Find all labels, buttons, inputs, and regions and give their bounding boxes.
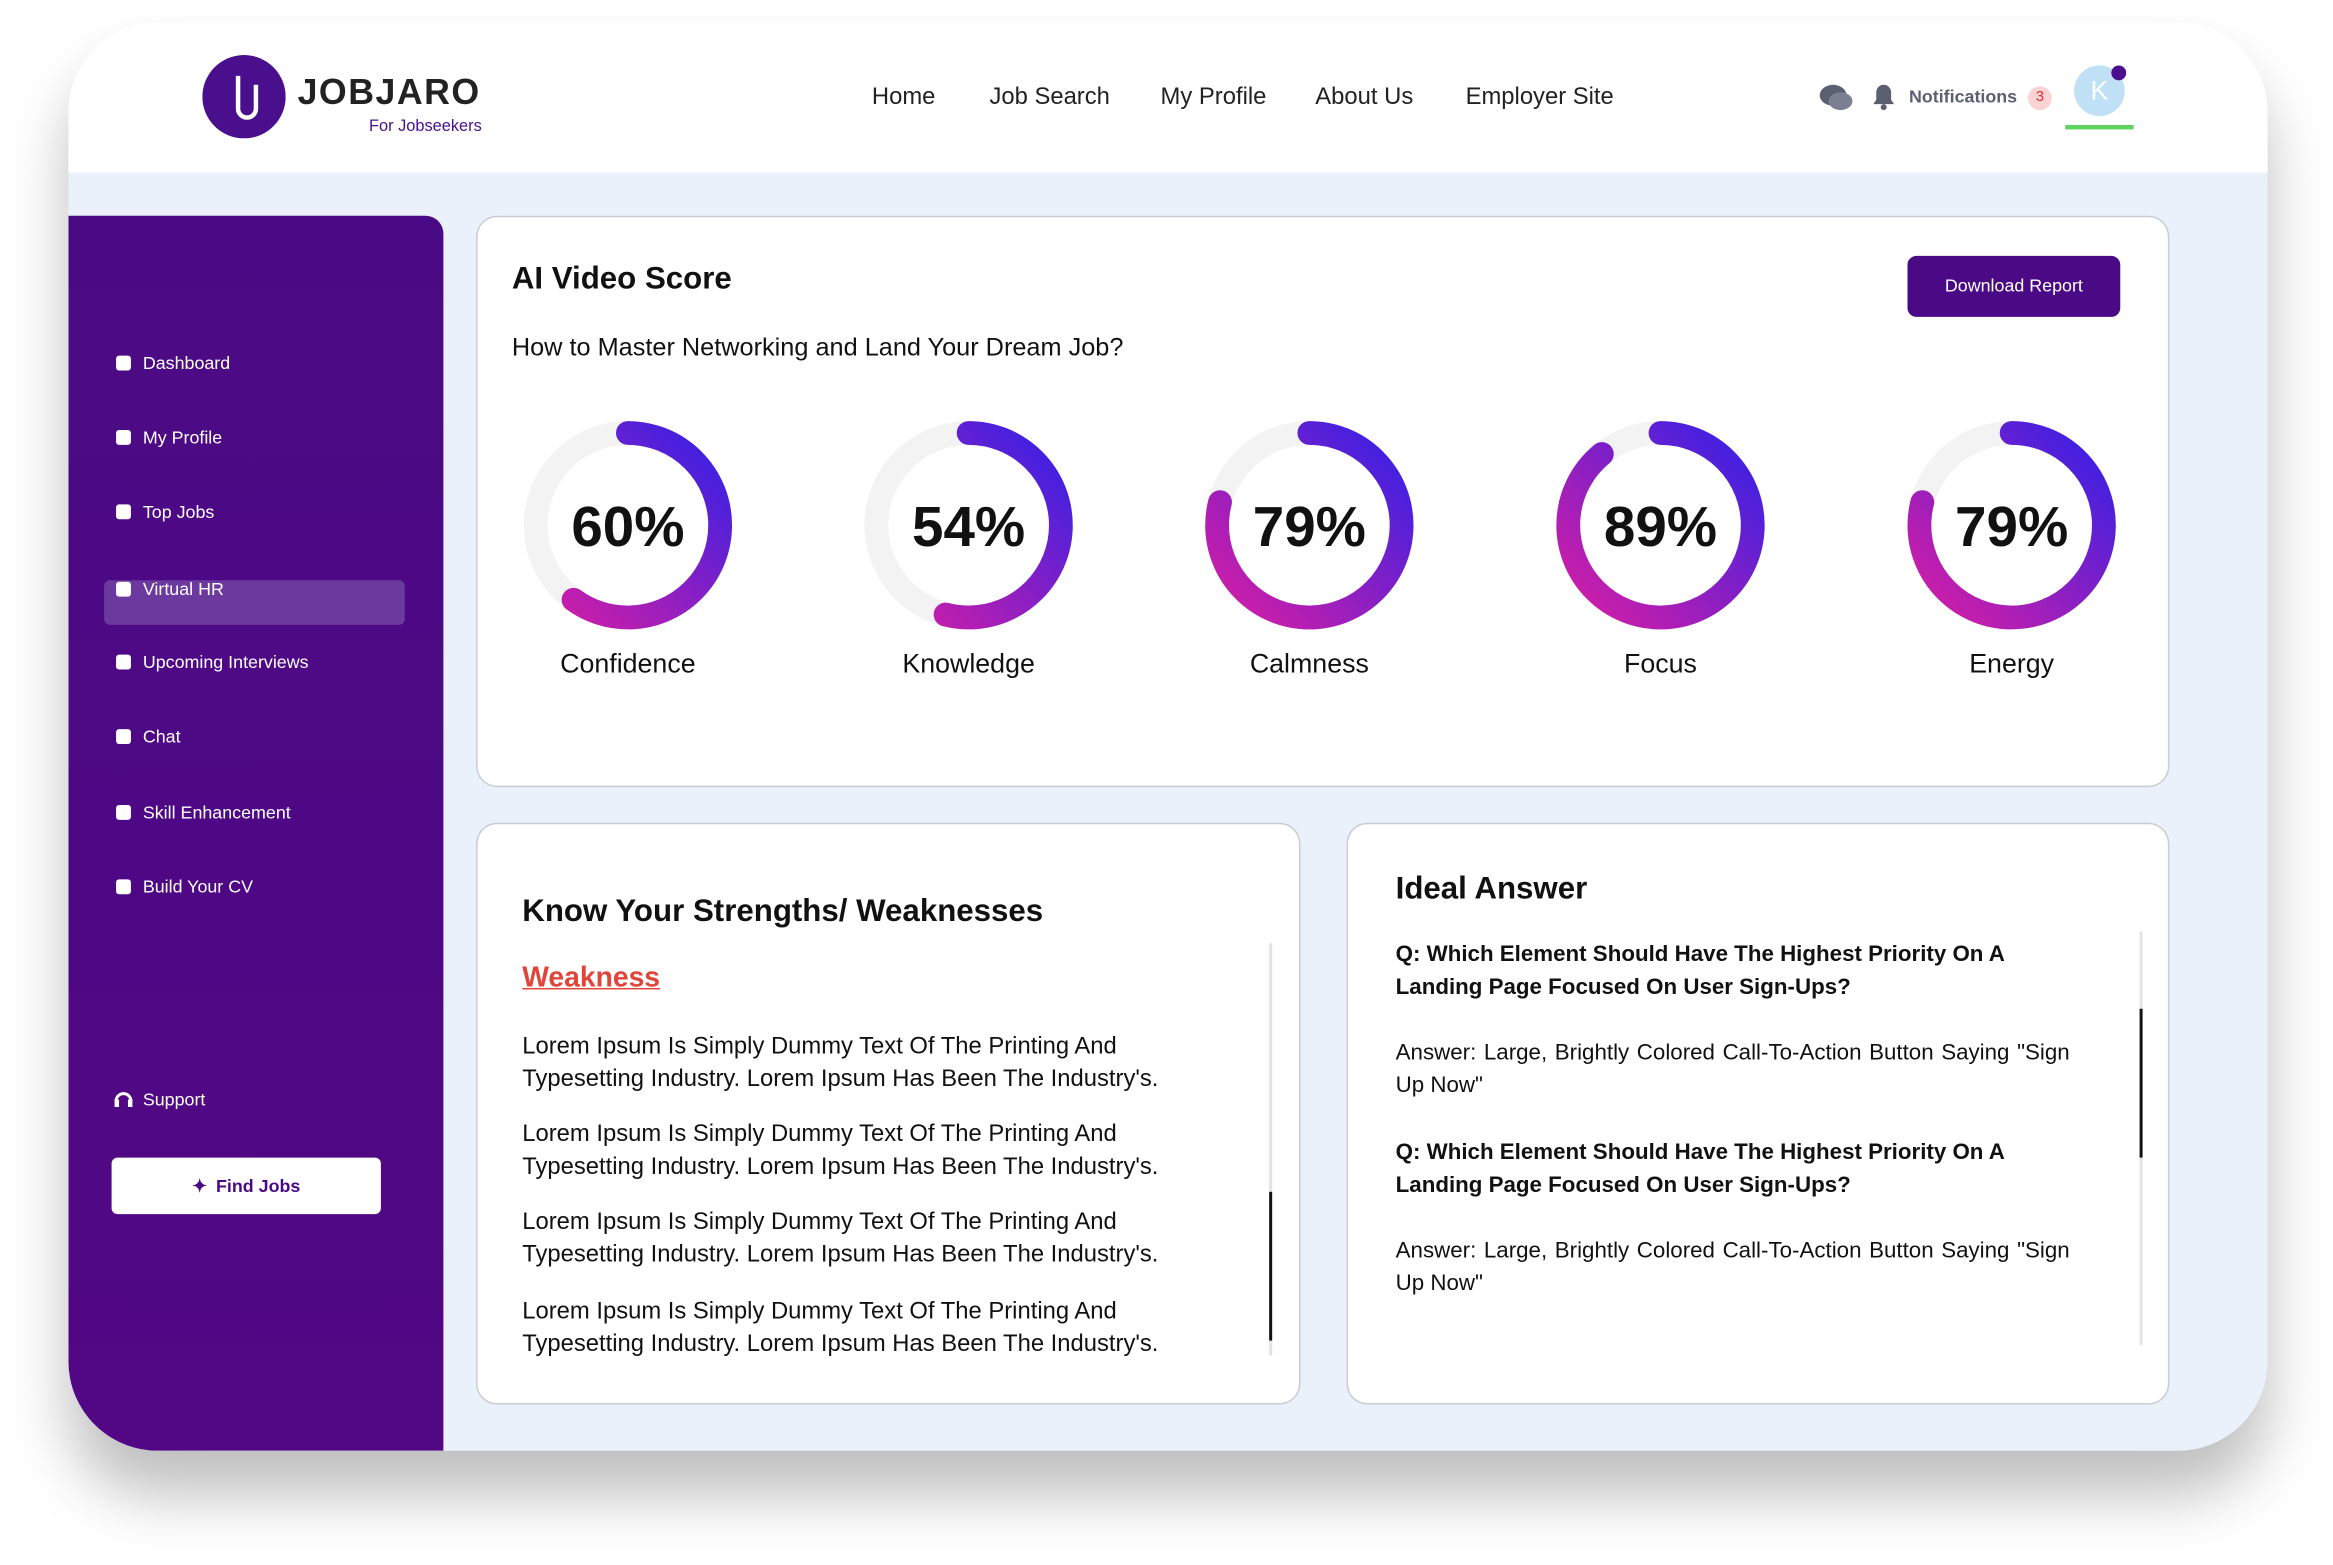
gauge: 60% — [523, 421, 733, 630]
icon-shape — [116, 879, 131, 895]
notifications-label[interactable]: Notifications — [1908, 86, 2018, 108]
sidebar-icon — [116, 654, 131, 670]
sidebar-item[interactable]: Build Your CV — [113, 872, 253, 902]
status-line — [2065, 124, 2134, 130]
support[interactable]: Support — [113, 1085, 205, 1115]
gauge: 79% — [1205, 421, 1414, 630]
icon-shape — [116, 430, 131, 445]
gauge-label: Calmness — [1249, 648, 1369, 679]
weakness-heading: Weakness — [522, 962, 661, 994]
sidebar-label: Top Jobs — [142, 501, 215, 523]
gauge-label: Focus — [1624, 648, 1697, 679]
nav-link[interactable]: My Profile — [1160, 84, 1267, 111]
score-title: AI Video Score — [511, 261, 732, 297]
gauge-value: 54% — [912, 495, 1025, 558]
icon-shape — [116, 581, 131, 597]
gauge-value: 89% — [1604, 495, 1717, 558]
find-jobs-label: Find Jobs — [216, 1175, 301, 1197]
sidebar-label: My Profile — [142, 427, 223, 448]
gauge: 89% — [1556, 421, 1765, 630]
support-icon — [114, 1092, 133, 1107]
nav-link[interactable]: Employer Site — [1465, 84, 1614, 111]
answer: Answer: Large, Brightly Colored Call-To-… — [1395, 1040, 2070, 1099]
sidebar-icon — [116, 504, 131, 520]
sidebar-item[interactable]: Skill Enhancement — [113, 798, 291, 828]
paragraph: Lorem Ipsum Is Simply Dummy Text Of The … — [522, 1209, 1159, 1268]
scroll-thumb[interactable] — [1269, 1191, 1273, 1341]
active-item-bg — [104, 580, 405, 625]
sidebar-item[interactable]: Chat — [113, 722, 181, 752]
avatar-dot — [2111, 65, 2127, 81]
paragraph: Lorem Ipsum Is Simply Dummy Text Of The … — [522, 1121, 1159, 1180]
answer: Answer: Large, Brightly Colored Call-To-… — [1395, 1237, 2070, 1296]
sidebar-item[interactable]: Dashboard — [113, 348, 230, 378]
sidebar-item[interactable]: Upcoming Interviews — [113, 647, 309, 677]
paragraph: Lorem Ipsum Is Simply Dummy Text Of The … — [522, 1298, 1159, 1357]
sidebar-icon — [116, 879, 131, 895]
nav-link[interactable]: Job Search — [989, 84, 1110, 111]
gauge-label: Confidence — [560, 648, 696, 679]
sidebar-label: Build Your CV — [142, 876, 254, 898]
icon-shape — [116, 654, 131, 670]
sidebar-label: Skill Enhancement — [142, 801, 291, 823]
sidebar-label: Upcoming Interviews — [142, 651, 309, 673]
bell-icon[interactable] — [1872, 83, 1896, 111]
download-button[interactable]: Download Report — [1907, 255, 2121, 317]
icon-shape — [116, 504, 131, 520]
app-frame: JOBJARO For Jobseekers Home Job Search My … — [68, 22, 2268, 1451]
gauge-arc — [1205, 421, 1414, 630]
gauge-arc — [1556, 421, 1765, 630]
nav-link[interactable]: Home — [871, 84, 936, 111]
support-label: Support — [142, 1089, 206, 1110]
sidebar-item[interactable]: Top Jobs — [113, 497, 214, 527]
chat-icon[interactable] — [1818, 82, 1854, 115]
sidebar-label: Chat — [142, 726, 181, 747]
nav-link[interactable]: About Us — [1315, 84, 1414, 111]
sidebar-icon — [116, 581, 131, 597]
question: Q: Which Element Should Have The Highest… — [1395, 1139, 2005, 1198]
gauge-value: 79% — [1253, 495, 1366, 558]
ideal-card: Ideal Answer Q: Which Element Should Hav… — [1346, 822, 2170, 1405]
gauge-arc — [523, 421, 733, 630]
sparkle: ✦ — [192, 1175, 208, 1197]
sidebar-label: Dashboard — [142, 352, 231, 374]
scroll-track — [1269, 943, 1273, 1356]
logo-text: JOBJARO — [297, 72, 481, 114]
logo-icon — [202, 55, 286, 139]
sidebar-label: Virtual HR — [142, 578, 224, 600]
score-card: AI Video Score Download Report How to Ma… — [476, 215, 2170, 788]
tagline: For Jobseekers — [368, 117, 482, 136]
gauge-value: 60% — [571, 495, 684, 558]
gauge-label: Energy — [1969, 648, 2055, 679]
gauge-label: Knowledge — [902, 648, 1035, 679]
strengths-card: Know Your Strengths/ Weaknesses Weakness… — [476, 822, 1301, 1405]
gauge: 54% — [864, 421, 1073, 630]
sidebar-icon — [116, 430, 131, 445]
sidebar-icon — [116, 729, 131, 744]
ideal-title: Ideal Answer — [1395, 871, 1588, 907]
icon-shape — [116, 355, 131, 371]
gauge-arc — [864, 421, 1073, 630]
gauge: 79% — [1907, 421, 2116, 630]
sidebar-item[interactable]: Virtual HR — [113, 574, 224, 604]
notification-badge: 3 — [2028, 86, 2052, 111]
find-jobs-button[interactable]: ✦ Find Jobs — [111, 1157, 381, 1215]
sidebar-icon — [116, 804, 131, 820]
top-bar: JOBJARO For Jobseekers Home Job Search My … — [68, 22, 2268, 173]
icon-shape — [116, 729, 131, 744]
sidebar-item[interactable]: My Profile — [113, 423, 222, 453]
gauge-value: 79% — [1955, 495, 2068, 558]
gauge-arc — [1907, 421, 2116, 630]
question: How to Master Networking and Land Your D… — [511, 333, 1124, 362]
strengths-title: Know Your Strengths/ Weaknesses — [522, 894, 1044, 929]
sidebar: Dashboard My Profile Top Jobs Virtual HR Upc… — [68, 215, 444, 1451]
icon-shape — [116, 804, 131, 820]
question: Q: Which Element Should Have The Highest… — [1395, 941, 2005, 1000]
sidebar-icon — [116, 355, 131, 371]
scroll-thumb[interactable] — [2139, 1008, 2143, 1158]
paragraph: Lorem Ipsum Is Simply Dummy Text Of The … — [522, 1034, 1159, 1093]
